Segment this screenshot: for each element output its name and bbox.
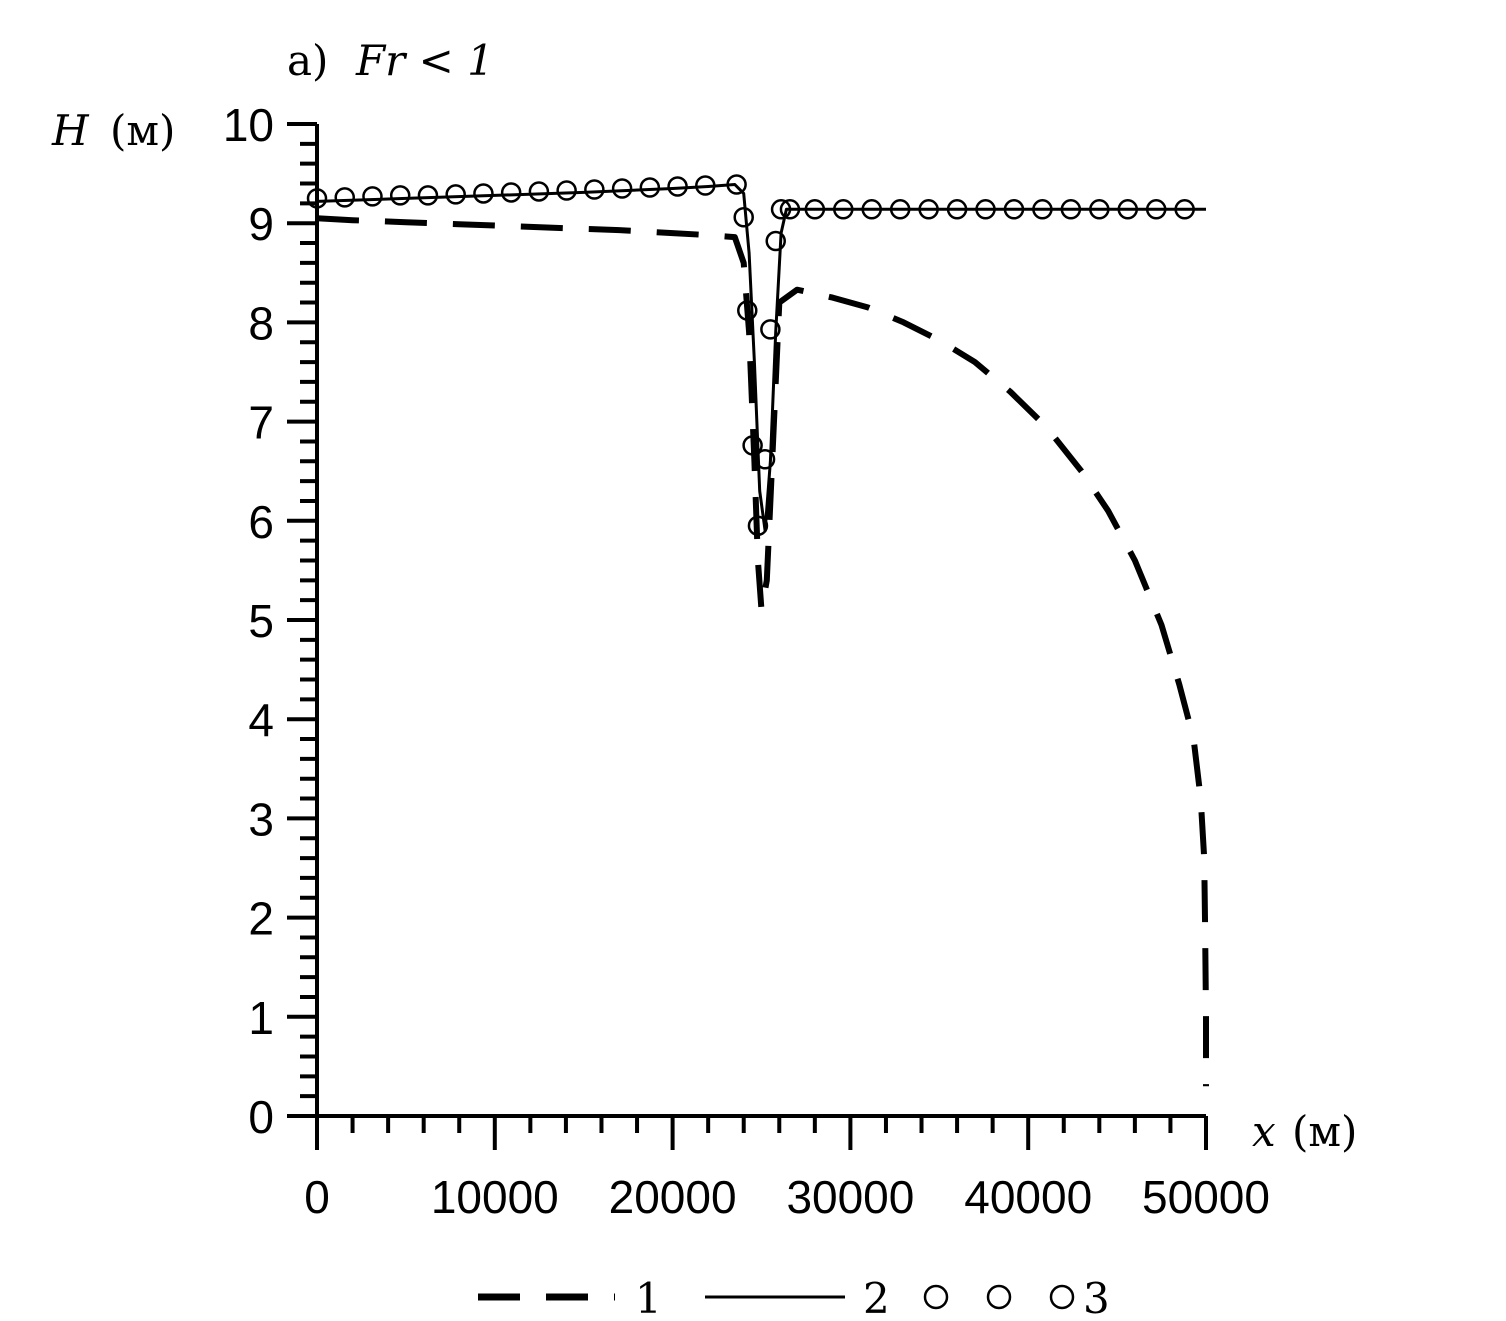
series-3-marker: [611, 178, 633, 199]
y-axis-label: H: [51, 106, 90, 155]
plot-area: [306, 174, 1209, 1087]
series-3-marker: [389, 185, 411, 206]
series-3-marker: [754, 449, 776, 470]
x-tick-label: 40000: [964, 1171, 1092, 1223]
series-3-marker: [417, 185, 439, 206]
series-3-marker: [760, 319, 781, 340]
series-3-marker: [737, 300, 758, 321]
legend-label-series-2: 2: [863, 1274, 890, 1321]
series-3-marker: [726, 174, 747, 195]
series-3-marker: [1003, 199, 1025, 220]
series-3-marker: [770, 199, 792, 220]
series-3-marker: [556, 180, 577, 201]
series-3-marker: [362, 186, 383, 207]
legend-label-series-3: 3: [1083, 1274, 1110, 1321]
legend-marker-series-3: [1049, 1284, 1075, 1310]
legend: 1 2 3: [478, 1274, 1110, 1321]
y-tick-label: 10: [223, 99, 274, 151]
series-3-marker: [584, 179, 605, 200]
panel-label: a): [287, 36, 328, 85]
series-3-marker: [1089, 199, 1110, 220]
series-3-marker: [639, 177, 661, 198]
legend-marker-series-3: [986, 1284, 1012, 1310]
y-tick-label: 1: [248, 992, 274, 1044]
series-3-marker: [528, 181, 550, 202]
series-3-marker: [306, 188, 328, 209]
series-3-marker: [334, 187, 355, 208]
x-axis-label: x: [1252, 1107, 1276, 1156]
series-3-marker: [473, 183, 494, 204]
series-3-marker: [946, 199, 968, 220]
legend-marker-series-3: [923, 1284, 949, 1310]
series-3-marker: [1145, 199, 1167, 220]
y-tick-label: 9: [248, 198, 274, 250]
x-tick-label: 0: [304, 1171, 330, 1223]
series-3-marker: [695, 175, 716, 196]
series-3-marker: [500, 182, 522, 203]
x-tick-label: 50000: [1142, 1171, 1270, 1223]
y-tick-label: 2: [248, 893, 274, 945]
series-3-marker: [975, 199, 996, 220]
series-3-marker: [1174, 199, 1195, 220]
series-3-marker: [1060, 199, 1082, 220]
series-3-marker: [742, 435, 763, 456]
y-tick-label: 7: [248, 397, 274, 449]
series-3-marker: [1032, 199, 1053, 220]
series-3-marker: [861, 199, 882, 220]
series-3-marker: [765, 230, 786, 252]
series-3-marker: [833, 199, 854, 220]
series-3-marker: [733, 206, 754, 228]
series-3-marker: [779, 199, 801, 220]
series-3-marker: [445, 184, 466, 205]
y-tick-label: 0: [248, 1091, 274, 1143]
x-axis-unit: (м): [1292, 1107, 1357, 1156]
y-tick-label: 3: [248, 793, 274, 845]
y-tick-label: 8: [248, 297, 274, 349]
x-tick-label: 10000: [431, 1171, 559, 1223]
x-tick-label: 30000: [786, 1171, 914, 1223]
series-2-line: [316, 183, 1206, 533]
y-axis-unit: (м): [110, 106, 175, 155]
series-3-marker: [918, 199, 939, 220]
y-tick-label: 4: [248, 694, 274, 746]
series-1-line: [316, 215, 1209, 1087]
series-3-marker: [1117, 199, 1139, 220]
series-3-marker: [804, 199, 826, 220]
legend-label-series-1: 1: [635, 1274, 662, 1321]
y-tick-label: 6: [248, 496, 274, 548]
series-3-marker: [889, 199, 911, 220]
y-tick-label: 5: [248, 595, 274, 647]
x-tick-label: 20000: [609, 1171, 737, 1223]
chart-title: Fr < 1: [355, 36, 494, 85]
axes: 0 1 2 3 4 5 6 7 8 9 10 0 10000 20000 30000 40000 50000: [223, 99, 1270, 1223]
series-3-marker: [667, 176, 688, 197]
series-3-marker: [747, 515, 769, 537]
